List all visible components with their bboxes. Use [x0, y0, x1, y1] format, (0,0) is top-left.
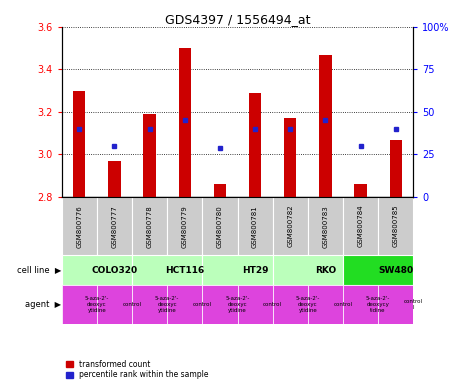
Text: control: control [263, 302, 282, 307]
Bar [343, 285, 378, 324]
Bar [97, 197, 132, 255]
Bar [284, 118, 296, 197]
Text: GSM800779: GSM800779 [182, 205, 188, 248]
Bar [202, 255, 273, 285]
Text: GSM800780: GSM800780 [217, 205, 223, 248]
Text: GSM800784: GSM800784 [358, 205, 363, 247]
Text: 5-aza-2'-
deoxyc
ytidine: 5-aza-2'- deoxyc ytidine [225, 296, 250, 313]
Text: control: control [193, 302, 212, 307]
Bar [179, 48, 191, 197]
Text: SW480: SW480 [378, 265, 413, 275]
Bar [354, 184, 367, 197]
Legend: transformed count, percentile rank within the sample: transformed count, percentile rank withi… [66, 359, 209, 380]
Text: GSM800785: GSM800785 [393, 205, 399, 247]
Bar [378, 197, 413, 255]
Bar [273, 255, 343, 285]
Bar [62, 197, 97, 255]
Bar [273, 285, 308, 324]
Text: GSM800777: GSM800777 [112, 205, 117, 248]
Bar [143, 114, 156, 197]
Text: 5-aza-2'-
deoxyc
ytidine: 5-aza-2'- deoxyc ytidine [155, 296, 180, 313]
Text: control: control [333, 302, 352, 307]
Bar [132, 255, 202, 285]
Bar [343, 255, 413, 285]
Text: GSM800778: GSM800778 [147, 205, 152, 248]
Text: COLO320: COLO320 [91, 265, 138, 275]
Title: GDS4397 / 1556494_at: GDS4397 / 1556494_at [165, 13, 310, 26]
Text: cell line  ▶: cell line ▶ [17, 265, 61, 275]
Text: 5-aza-2'-
deoxyc
ytidine: 5-aza-2'- deoxyc ytidine [85, 296, 109, 313]
Bar [238, 197, 273, 255]
Bar [73, 91, 86, 197]
Text: GSM800781: GSM800781 [252, 205, 258, 248]
Text: GSM800782: GSM800782 [287, 205, 293, 247]
Text: HT29: HT29 [242, 265, 268, 275]
Bar [62, 255, 132, 285]
Bar [132, 197, 167, 255]
Bar [108, 161, 121, 197]
Text: control
l: control l [404, 299, 423, 310]
Text: 5-aza-2'-
deoxyc
ytidine: 5-aza-2'- deoxyc ytidine [295, 296, 320, 313]
Bar [97, 285, 132, 324]
Bar [62, 285, 97, 324]
Bar [319, 55, 332, 197]
Text: 5-aza-2'-
deoxycy
tidine: 5-aza-2'- deoxycy tidine [366, 296, 390, 313]
Bar [273, 197, 308, 255]
Text: RKO: RKO [315, 265, 336, 275]
Text: GSM800783: GSM800783 [323, 205, 328, 248]
Bar [308, 285, 343, 324]
Bar [202, 197, 238, 255]
Bar [378, 285, 413, 324]
Text: GSM800776: GSM800776 [76, 205, 82, 248]
Bar [343, 197, 378, 255]
Text: HCT116: HCT116 [165, 265, 204, 275]
Bar [132, 285, 167, 324]
Bar [238, 285, 273, 324]
Bar [214, 184, 226, 197]
Bar [308, 197, 343, 255]
Bar [202, 285, 238, 324]
Bar [167, 197, 202, 255]
Bar [167, 285, 202, 324]
Text: agent  ▶: agent ▶ [25, 300, 61, 309]
Bar [249, 93, 261, 197]
Bar [390, 139, 402, 197]
Text: control: control [123, 302, 142, 307]
